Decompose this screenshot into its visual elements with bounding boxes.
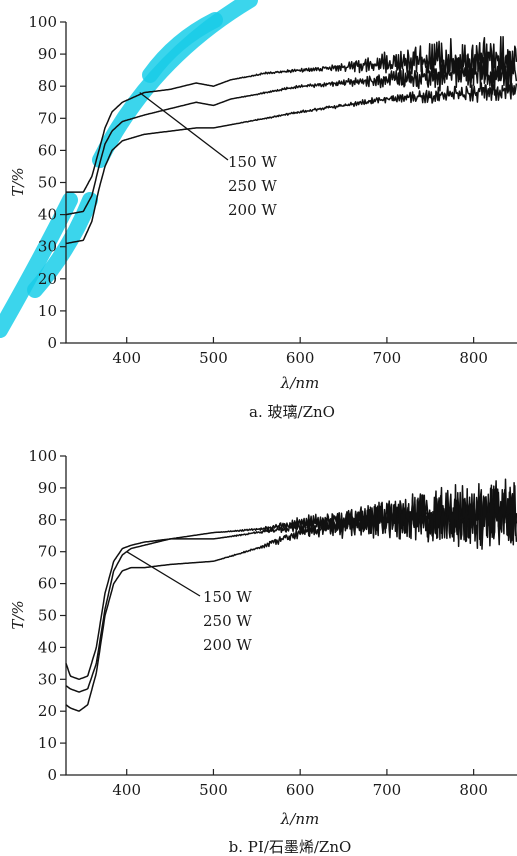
watermark-stroke bbox=[92, 0, 258, 168]
y-tick-label: 30 bbox=[38, 238, 57, 256]
y-tick-label: 20 bbox=[38, 702, 57, 720]
legend-label: 250 W bbox=[203, 612, 252, 630]
legend-label: 200 W bbox=[228, 201, 277, 219]
x-tick-label: 800 bbox=[459, 349, 488, 367]
legend-label: 150 W bbox=[203, 588, 252, 606]
watermark-stroke bbox=[0, 192, 78, 338]
y-tick-label: 90 bbox=[38, 45, 57, 63]
x-tick-label: 400 bbox=[112, 781, 141, 799]
axes-b: 0 10 20 30 40 50 60 70 80 90 100 400 500 600 700 800 bbox=[28, 447, 517, 799]
x-tick-label: 700 bbox=[373, 781, 402, 799]
axes-a: 0 10 20 30 40 50 60 70 80 90 100 400 500 600 700 800 bbox=[28, 13, 517, 367]
x-tick-label: 500 bbox=[199, 781, 228, 799]
x-axis-label-b: λ/nm bbox=[280, 810, 319, 828]
series-line-200w bbox=[65, 78, 517, 245]
caption-b: b. PI/石墨烯/ZnO bbox=[229, 838, 352, 856]
y-tick-label: 70 bbox=[38, 109, 57, 127]
x-tick-label: 700 bbox=[373, 349, 402, 367]
legend-leader-line bbox=[126, 551, 201, 597]
y-tick-label: 60 bbox=[38, 575, 57, 593]
watermark bbox=[0, 0, 258, 338]
y-tick-label: 10 bbox=[38, 302, 57, 320]
y-tick-label: 80 bbox=[38, 77, 57, 95]
y-axis-label-b: T/% bbox=[9, 600, 27, 629]
legend-a: 150 W 250 W 200 W bbox=[139, 92, 277, 219]
y-tick-label: 20 bbox=[38, 270, 57, 288]
x-tick-label: 800 bbox=[459, 781, 488, 799]
chart-panel-a: 0 10 20 30 40 50 60 70 80 90 100 400 500 600 700 800 15… bbox=[9, 13, 517, 421]
chart-panel-b: 0 10 20 30 40 50 60 70 80 90 100 400 500 600 700 800 15… bbox=[9, 447, 517, 856]
y-tick-label: 90 bbox=[38, 479, 57, 497]
y-tick-label: 70 bbox=[38, 543, 57, 561]
series-group-a bbox=[65, 35, 517, 245]
y-tick-label: 0 bbox=[47, 334, 57, 352]
y-tick-label: 30 bbox=[38, 670, 57, 688]
y-tick-label: 50 bbox=[38, 174, 57, 192]
caption-a: a. 玻璃/ZnO bbox=[249, 403, 335, 421]
y-tick-label: 40 bbox=[38, 206, 57, 224]
y-tick-label: 100 bbox=[28, 13, 57, 31]
y-tick-label: 50 bbox=[38, 607, 57, 625]
series-line-250w bbox=[65, 53, 517, 216]
y-axis-label-a: T/% bbox=[9, 167, 27, 196]
y-tick-label: 100 bbox=[28, 447, 57, 465]
y-tick-label: 60 bbox=[38, 141, 57, 159]
watermark-stroke bbox=[142, 12, 223, 83]
x-tick-label: 500 bbox=[199, 349, 228, 367]
x-tick-label: 600 bbox=[286, 349, 315, 367]
y-tick-label: 0 bbox=[47, 766, 57, 784]
series-line-200w bbox=[65, 482, 517, 712]
y-tick-label: 40 bbox=[38, 638, 57, 656]
x-tick-label: 400 bbox=[112, 349, 141, 367]
series-group-b bbox=[65, 478, 517, 712]
legend-label: 250 W bbox=[228, 177, 277, 195]
y-tick-label: 80 bbox=[38, 511, 57, 529]
x-axis-label-a: λ/nm bbox=[280, 374, 319, 392]
legend-label: 200 W bbox=[203, 636, 252, 654]
x-tick-label: 600 bbox=[286, 781, 315, 799]
legend-leader-line bbox=[139, 92, 229, 161]
y-tick-label: 10 bbox=[38, 734, 57, 752]
legend-label: 150 W bbox=[228, 153, 277, 171]
legend-b: 150 W 250 W 200 W bbox=[126, 551, 252, 654]
